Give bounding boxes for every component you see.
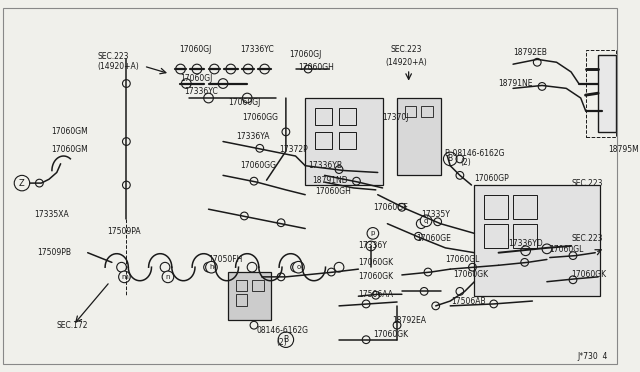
Text: 17509PB: 17509PB xyxy=(37,248,72,257)
Text: 17060GH: 17060GH xyxy=(298,62,334,71)
Text: 18795M: 18795M xyxy=(608,145,639,154)
Text: J*730  4: J*730 4 xyxy=(577,352,608,360)
Bar xyxy=(513,224,537,248)
Text: (14920+A): (14920+A) xyxy=(386,58,428,67)
Bar xyxy=(513,195,537,219)
Text: 17060GK: 17060GK xyxy=(358,272,394,281)
Text: 18791ND: 18791ND xyxy=(312,176,348,185)
Text: m: m xyxy=(121,274,128,280)
Bar xyxy=(339,132,356,149)
Circle shape xyxy=(367,228,379,239)
Text: n: n xyxy=(166,274,170,280)
Circle shape xyxy=(420,215,432,227)
Text: 18792EB: 18792EB xyxy=(513,48,547,57)
Text: 08146-6162G: 08146-6162G xyxy=(257,326,309,334)
Bar xyxy=(315,108,332,125)
Circle shape xyxy=(444,152,457,166)
Circle shape xyxy=(162,271,173,283)
Text: 17060GK: 17060GK xyxy=(453,270,488,279)
Text: o: o xyxy=(296,264,301,270)
Text: 17060GM: 17060GM xyxy=(51,145,88,154)
Text: 17060GJ: 17060GJ xyxy=(180,45,212,54)
Text: 18792EA: 18792EA xyxy=(392,316,426,325)
Text: p: p xyxy=(371,230,375,236)
Text: 17060GK: 17060GK xyxy=(373,330,408,339)
Circle shape xyxy=(118,271,130,283)
Bar xyxy=(236,280,247,291)
Text: SEC.223: SEC.223 xyxy=(97,52,129,61)
Text: 17060GM: 17060GM xyxy=(51,127,88,137)
Bar xyxy=(474,185,600,296)
Text: SEC.172: SEC.172 xyxy=(57,321,88,330)
Circle shape xyxy=(205,262,217,273)
Text: 17060GJ: 17060GJ xyxy=(180,74,213,83)
Text: 17060GJ: 17060GJ xyxy=(289,50,321,59)
Text: (2): (2) xyxy=(460,158,470,167)
Text: (14920+A): (14920+A) xyxy=(97,62,139,71)
Text: 17370J: 17370J xyxy=(383,113,409,122)
Bar xyxy=(236,294,247,306)
Text: 17372P: 17372P xyxy=(279,145,308,154)
Text: 17060GE: 17060GE xyxy=(417,234,451,243)
Text: h: h xyxy=(209,264,214,270)
Bar xyxy=(305,98,383,185)
Circle shape xyxy=(292,262,304,273)
Text: 17336YC: 17336YC xyxy=(241,45,274,54)
Text: 17060GK: 17060GK xyxy=(571,270,606,279)
Text: 17050FH: 17050FH xyxy=(209,255,243,264)
Text: 18791NE: 18791NE xyxy=(499,79,533,88)
Text: 17335Y: 17335Y xyxy=(421,209,450,218)
Bar xyxy=(397,98,440,175)
Text: 17060GG: 17060GG xyxy=(241,161,276,170)
Text: SEC.223: SEC.223 xyxy=(391,45,422,54)
Circle shape xyxy=(14,175,29,191)
Text: 17060GL: 17060GL xyxy=(549,245,583,254)
Text: 17336YA: 17336YA xyxy=(237,132,270,141)
Bar xyxy=(598,55,616,132)
Text: B 08146-6162G: B 08146-6162G xyxy=(445,149,505,158)
Bar xyxy=(421,106,433,117)
Text: B: B xyxy=(447,154,452,163)
Text: 17060GP: 17060GP xyxy=(474,174,509,183)
Text: 17506AA: 17506AA xyxy=(358,290,394,299)
Text: 17336YC: 17336YC xyxy=(184,87,218,96)
Text: (2): (2) xyxy=(276,338,287,347)
Text: 17060GK: 17060GK xyxy=(358,258,394,267)
Text: 17336YD: 17336YD xyxy=(508,238,543,247)
Text: Z: Z xyxy=(19,179,25,187)
Text: 17336Y: 17336Y xyxy=(358,241,387,250)
Text: SEC.223: SEC.223 xyxy=(571,179,602,187)
Text: 17060GH: 17060GH xyxy=(315,187,351,196)
Text: 17060GJ: 17060GJ xyxy=(228,98,260,108)
Bar xyxy=(339,108,356,125)
Text: 17506AB: 17506AB xyxy=(451,296,486,305)
Text: 17060GE: 17060GE xyxy=(373,203,408,212)
Bar xyxy=(228,272,271,320)
Text: B: B xyxy=(284,335,289,344)
Text: 17509PA: 17509PA xyxy=(107,227,141,236)
Text: 17060GL: 17060GL xyxy=(445,255,480,264)
Bar xyxy=(252,280,264,291)
Bar xyxy=(315,132,332,149)
Bar xyxy=(404,106,417,117)
Text: 17060GG: 17060GG xyxy=(243,113,278,122)
Text: 17336YB: 17336YB xyxy=(308,161,342,170)
Text: 17335XA: 17335XA xyxy=(35,209,69,218)
Bar xyxy=(484,195,508,219)
Circle shape xyxy=(278,332,294,347)
Bar xyxy=(586,50,616,137)
Bar xyxy=(484,224,508,248)
Text: q: q xyxy=(424,218,428,224)
Text: SEC.223: SEC.223 xyxy=(571,234,602,243)
